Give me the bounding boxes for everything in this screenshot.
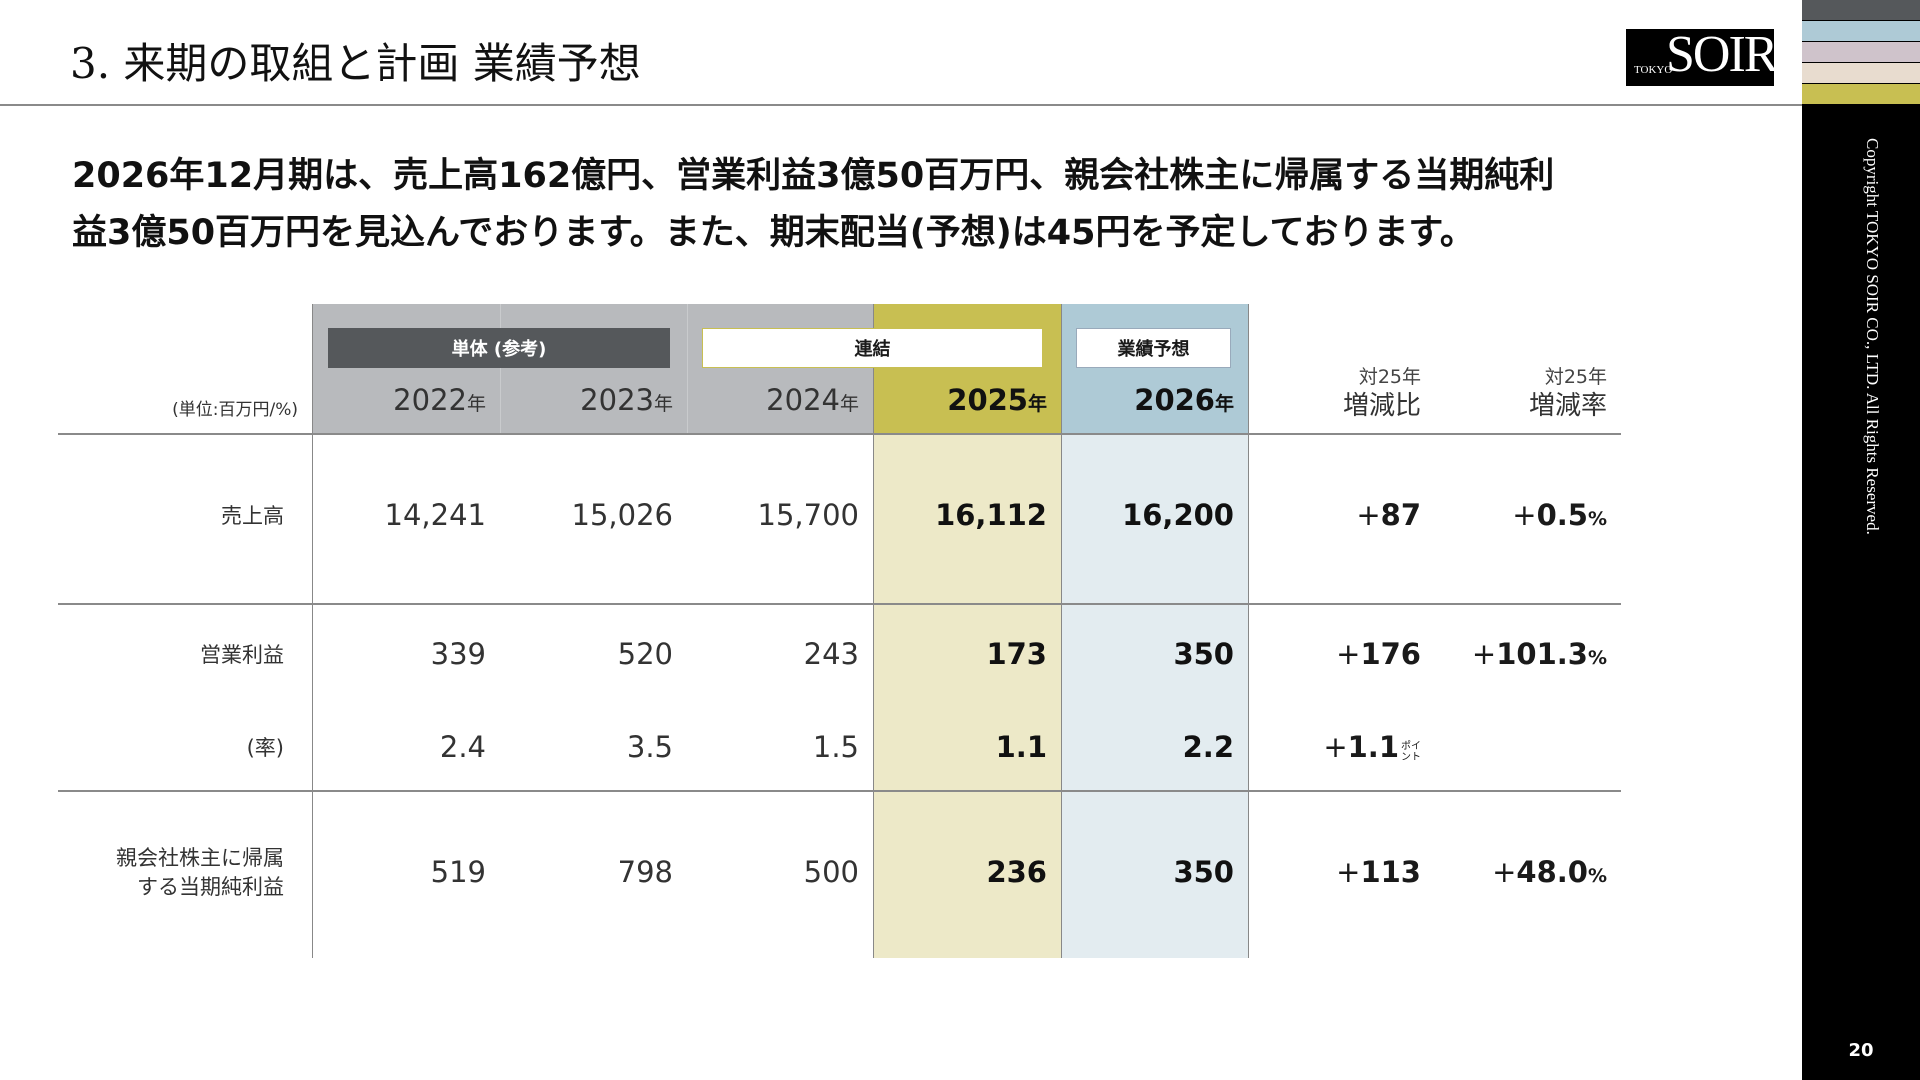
- diff-value: +1.1: [1323, 730, 1399, 764]
- column-divider: [1061, 304, 1062, 958]
- diff-unit: ポイント: [1401, 741, 1421, 763]
- cell-value: 1.5: [812, 730, 859, 764]
- cell-value: 16,112: [935, 498, 1047, 532]
- header-bg-2026: [1061, 304, 1248, 433]
- row-divider: [58, 603, 1621, 605]
- row-label: 売上高: [221, 504, 284, 528]
- rate-value: +101.3%: [1471, 637, 1607, 671]
- row-divider: [58, 433, 1621, 435]
- color-stripe: [1802, 84, 1920, 104]
- column-divider: [687, 304, 688, 433]
- cell-value: 236: [986, 855, 1047, 889]
- cell-value: 243: [803, 637, 859, 671]
- year-header-2022: 2022年: [393, 383, 486, 417]
- cell-value: 500: [803, 855, 859, 889]
- unit-label: (単位:百万円/%): [172, 400, 298, 420]
- year-header-2025: 2025年: [947, 383, 1047, 417]
- cell-value: 173: [986, 637, 1047, 671]
- row-label: 親会社株主に帰属 する当期純利益: [116, 846, 284, 899]
- group-label-forecast: 業績予想: [1076, 328, 1231, 368]
- year-header-2026: 2026年: [1134, 383, 1234, 417]
- rate-value: +0.5%: [1512, 498, 1607, 532]
- cell-value: 798: [617, 855, 673, 889]
- diff-value: +87: [1356, 498, 1421, 532]
- cell-value: 2.4: [439, 730, 486, 764]
- header-divider: [0, 104, 1802, 106]
- header-sub: 対25年: [1544, 366, 1607, 388]
- copyright-text: Copyright TOKYO SOIR CO., LTD. All Right…: [1863, 138, 1882, 535]
- cell-value: 14,241: [384, 498, 486, 532]
- group-label-tantai: 単体 (参考): [328, 328, 670, 368]
- body-bg-2025: [873, 433, 1061, 958]
- page-number: 20: [1848, 1040, 1874, 1061]
- tokyo-soir-logo: TOKYO SOIR: [1626, 29, 1774, 86]
- column-divider: [1248, 304, 1249, 958]
- rate-value: +48.0%: [1492, 855, 1607, 889]
- right-sidebar: Copyright TOKYO SOIR CO., LTD. All Right…: [1802, 0, 1920, 1080]
- cell-value: 350: [1173, 855, 1234, 889]
- header-bg-2025: [873, 304, 1061, 433]
- diff-value: +176: [1336, 637, 1421, 671]
- cell-value: 15,026: [571, 498, 673, 532]
- column-divider: [873, 304, 874, 958]
- cell-value: 339: [430, 637, 486, 671]
- row-divider: [58, 790, 1621, 792]
- header-bg-tantai: [312, 304, 873, 433]
- color-stripe: [1802, 42, 1920, 62]
- row-label: 営業利益: [200, 643, 284, 667]
- column-divider: [312, 304, 313, 958]
- column-divider: [500, 304, 501, 433]
- cell-value: 16,200: [1122, 498, 1234, 532]
- year-header-2024: 2024年: [766, 383, 859, 417]
- cell-value: 1.1: [995, 730, 1047, 764]
- header-sub: 対25年: [1358, 366, 1421, 388]
- header-main: 増減率: [1528, 391, 1607, 421]
- cell-value: 15,700: [757, 498, 859, 532]
- color-stripe: [1802, 63, 1920, 83]
- lead-line: 益3億50百万円を見込んでおります。また、期末配当(予想)は45円を予定しており…: [72, 213, 1475, 253]
- header-main: 増減比: [1342, 391, 1421, 421]
- cell-value: 350: [1173, 637, 1234, 671]
- body-bg-2026: [1061, 433, 1248, 958]
- cell-value: 3.5: [626, 730, 673, 764]
- group-label-renketsu: 連結: [702, 328, 1043, 368]
- lead-line: 2026年12月期は、売上高162億円、営業利益3億50百万円、親会社株主に帰属…: [72, 156, 1555, 196]
- cell-value: 2.2: [1182, 730, 1234, 764]
- cell-value: 519: [430, 855, 486, 889]
- color-stripe: [1802, 21, 1920, 41]
- year-header-2023: 2023年: [580, 383, 673, 417]
- color-stripe: [1802, 0, 1920, 20]
- page-title: 3. 来期の取組と計画 業績予想: [70, 39, 641, 88]
- lead-text: 2026年12月期は、売上高162億円、営業利益3億50百万円、親会社株主に帰属…: [72, 148, 1772, 262]
- diff-value: +113: [1336, 855, 1421, 889]
- row-label: (率): [246, 736, 284, 760]
- cell-value: 520: [617, 637, 673, 671]
